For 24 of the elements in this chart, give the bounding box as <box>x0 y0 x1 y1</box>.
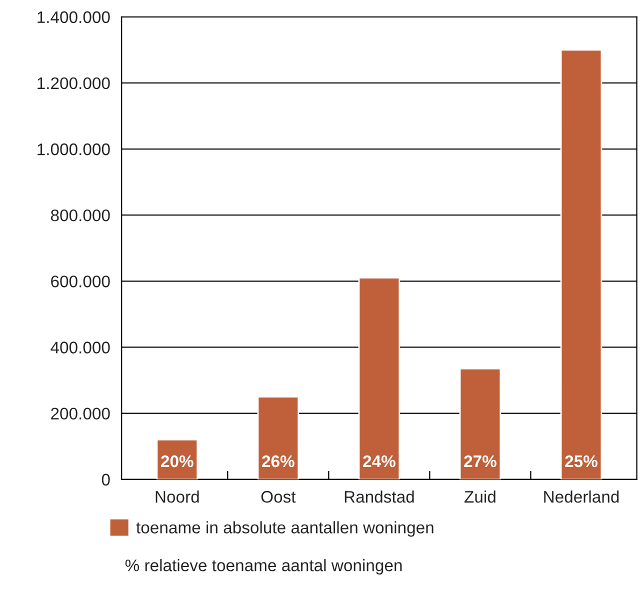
annotation: 24% <box>363 455 396 468</box>
annotation: 25% <box>565 455 598 468</box>
legend-label: toename in absolute aantallen woningen <box>136 521 434 537</box>
x-tick-label: Randstad <box>344 490 414 503</box>
bar <box>358 277 400 480</box>
y-tick-label: 1.200.000 <box>38 77 110 90</box>
y-tick-label: 200.000 <box>51 408 110 420</box>
x-tick-label: Zuid <box>464 490 496 503</box>
bar <box>560 49 602 480</box>
x-tick-label: Nederland <box>544 490 619 503</box>
x-tick-label: Noord <box>156 490 199 503</box>
y-tick-label: 1.000.000 <box>38 143 110 156</box>
text: % relatieve toename aantal woningen <box>125 559 402 575</box>
y-tick-label: 1.400.000 <box>38 11 110 24</box>
y-tick-label: 400.000 <box>50 342 110 354</box>
y-tick-label: 0 <box>102 474 110 486</box>
y-tick-label: 800.000 <box>50 210 110 222</box>
y-tick-label: 600.000 <box>51 276 110 288</box>
annotation: 26% <box>262 455 294 468</box>
bar <box>257 396 300 480</box>
annotation: 20% <box>161 455 194 468</box>
bar <box>459 368 502 480</box>
annotation: 27% <box>464 455 496 468</box>
x-tick-label: Oost <box>261 490 296 503</box>
